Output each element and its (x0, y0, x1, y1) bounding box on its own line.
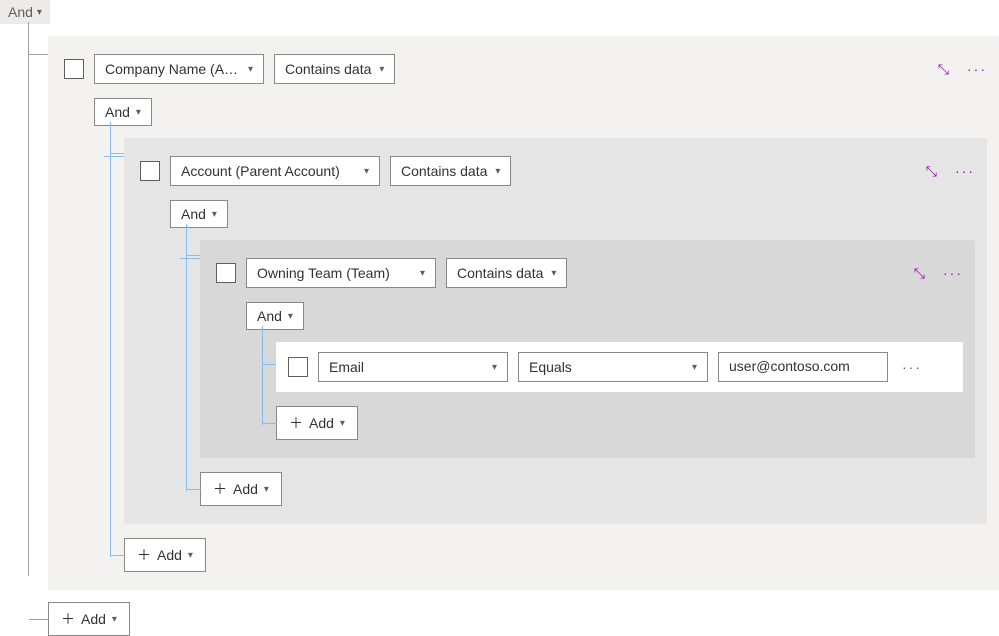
group-actions: ⤡ ··· (926, 163, 975, 180)
group-checkbox[interactable] (216, 263, 236, 283)
more-icon[interactable]: ··· (943, 265, 963, 281)
chevron-down-icon: ▾ (288, 311, 293, 322)
group-header: Owning Team (Team) ▾ Contains data ▾ ⤡ (216, 258, 963, 288)
filter-group-level3: Owning Team (Team) ▾ Contains data ▾ ⤡ (200, 240, 975, 458)
row-checkbox[interactable] (288, 357, 308, 377)
plus-icon: ＋ (137, 545, 151, 565)
condition-dropdown[interactable]: Contains data ▾ (274, 54, 395, 84)
condition-dropdown[interactable]: Contains data ▾ (446, 258, 567, 288)
chevron-down-icon: ▾ (379, 64, 384, 75)
plus-icon: ＋ (213, 479, 227, 499)
entity-label: Account (Parent Account) (181, 163, 340, 179)
group-checkbox[interactable] (140, 161, 160, 181)
operator-label: And (105, 104, 130, 120)
chevron-down-icon: ▾ (212, 209, 217, 220)
group-header: Account (Parent Account) ▾ Contains data… (140, 156, 975, 186)
add-button[interactable]: ＋ Add ▾ (48, 602, 130, 636)
add-label: Add (233, 481, 258, 497)
field-label: Email (329, 359, 364, 375)
value-input[interactable]: user@contoso.com (718, 352, 888, 382)
more-icon[interactable]: ··· (902, 359, 922, 375)
op-label: Equals (529, 359, 572, 375)
group-operator-dropdown[interactable]: And ▾ (170, 200, 228, 228)
entity-label: Owning Team (Team) (257, 265, 390, 281)
plus-icon: ＋ (289, 413, 303, 433)
operator-label: And (181, 206, 206, 222)
chevron-down-icon: ▾ (112, 614, 117, 625)
condition-dropdown[interactable]: Contains data ▾ (390, 156, 511, 186)
chevron-down-icon: ▾ (136, 107, 141, 118)
root-operator-label: And (8, 4, 33, 20)
chevron-down-icon: ▾ (420, 268, 425, 279)
collapse-icon[interactable]: ⤡ (926, 163, 937, 180)
chevron-down-icon: ▾ (551, 268, 556, 279)
condition-label: Contains data (457, 265, 543, 281)
more-icon[interactable]: ··· (955, 163, 975, 179)
add-label: Add (309, 415, 334, 431)
chevron-down-icon: ▾ (188, 550, 193, 561)
entity-dropdown[interactable]: Owning Team (Team) ▾ (246, 258, 436, 288)
chevron-down-icon: ▾ (495, 166, 500, 177)
add-button[interactable]: ＋ Add ▾ (276, 406, 358, 440)
chevron-down-icon: ▾ (492, 362, 497, 373)
group-header: Company Name (Accou... ▾ Contains data ▾… (64, 54, 987, 84)
add-label: Add (81, 611, 106, 627)
group-checkbox[interactable] (64, 59, 84, 79)
add-button[interactable]: ＋ Add ▾ (200, 472, 282, 506)
chevron-down-icon: ▾ (37, 7, 42, 18)
chevron-down-icon: ▾ (364, 166, 369, 177)
entity-label: Company Name (Accou... (105, 61, 240, 77)
operator-label: And (257, 308, 282, 324)
condition-label: Contains data (401, 163, 487, 179)
field-dropdown[interactable]: Email ▾ (318, 352, 508, 382)
collapse-icon[interactable]: ⤡ (914, 265, 925, 282)
entity-dropdown[interactable]: Company Name (Accou... ▾ (94, 54, 264, 84)
add-button[interactable]: ＋ Add ▾ (124, 538, 206, 572)
chevron-down-icon: ▾ (340, 418, 345, 429)
collapse-icon[interactable]: ⤡ (938, 61, 949, 78)
condition-row: Email ▾ Equals ▾ user@contos (276, 342, 963, 392)
filter-group-level1: Company Name (Accou... ▾ Contains data ▾… (48, 36, 999, 590)
group-actions: ⤡ ··· (938, 61, 987, 78)
root-operator-dropdown[interactable]: And ▾ (0, 0, 50, 24)
group-operator-dropdown[interactable]: And ▾ (94, 98, 152, 126)
chevron-down-icon: ▾ (248, 64, 253, 75)
chevron-down-icon: ▾ (264, 484, 269, 495)
chevron-down-icon: ▾ (692, 362, 697, 373)
add-label: Add (157, 547, 182, 563)
operator-dropdown[interactable]: Equals ▾ (518, 352, 708, 382)
entity-dropdown[interactable]: Account (Parent Account) ▾ (170, 156, 380, 186)
group-operator-dropdown[interactable]: And ▾ (246, 302, 304, 330)
plus-icon: ＋ (61, 609, 75, 629)
group-actions: ⤡ ··· (914, 265, 963, 282)
value-text: user@contoso.com (729, 358, 850, 374)
condition-label: Contains data (285, 61, 371, 77)
more-icon[interactable]: ··· (967, 61, 987, 77)
filter-group-level2: Account (Parent Account) ▾ Contains data… (124, 138, 987, 524)
